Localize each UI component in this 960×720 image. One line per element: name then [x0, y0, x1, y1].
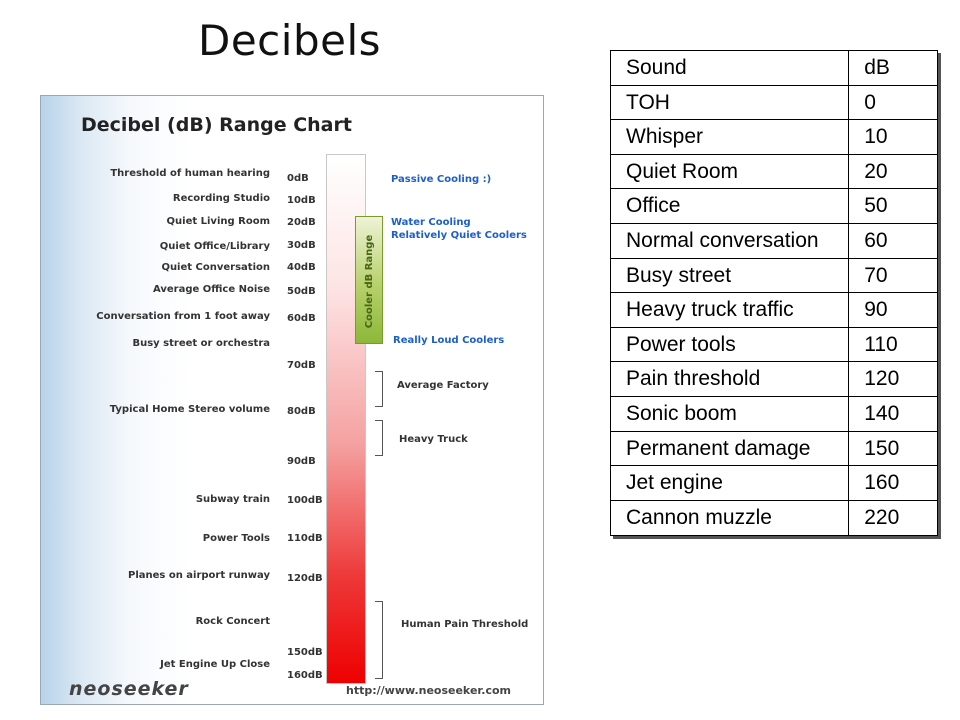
table-row: Sonic boom 140 — [609, 396, 938, 432]
db-label: 60dB — [287, 313, 316, 324]
db-cell: 90 — [848, 292, 938, 328]
sound-label: Conversation from 1 foot away — [96, 311, 270, 322]
db-label: 70dB — [287, 360, 316, 371]
chart-heading: Decibel (dB) Range Chart — [81, 114, 352, 136]
db-label: 0dB — [287, 173, 309, 184]
table-row: Power tools 110 — [609, 326, 938, 363]
sound-cell: TOH — [609, 84, 850, 121]
table-row: Jet engine 160 — [609, 465, 938, 501]
db-label: 160dB — [287, 670, 323, 681]
note-passive-cooling: Passive Cooling :) — [391, 174, 492, 185]
db-cell: 140 — [848, 396, 938, 432]
db-cell: 0 — [848, 84, 938, 121]
sound-cell: Normal conversation — [609, 223, 850, 259]
sound-label: Power Tools — [202, 533, 270, 544]
db-label: 10dB — [287, 195, 316, 206]
db-label: 100dB — [287, 495, 323, 506]
db-cell: 110 — [848, 326, 938, 363]
table-row: Normal conversation 60 — [609, 223, 938, 259]
db-label: 40dB — [287, 262, 316, 273]
pain-bracket — [375, 601, 383, 679]
table-row: Permanent damage 150 — [609, 430, 938, 467]
sound-cell: Office — [609, 188, 850, 225]
db-label: 80dB — [287, 406, 316, 417]
note-average-factory: Average Factory — [397, 380, 489, 391]
db-cell: 220 — [848, 499, 938, 536]
sound-cell: Permanent damage — [609, 430, 850, 467]
note-human-pain-threshold: Human Pain Threshold — [401, 619, 529, 630]
sound-cell: Power tools — [609, 326, 850, 363]
table-row: Cannon muzzle 220 — [609, 499, 938, 536]
db-cell: 60 — [848, 223, 938, 259]
sound-label: Rock Concert — [195, 616, 270, 627]
decibel-table: Sound dB TOH 0 Whisper 10 Quiet Room 20 Office… — [609, 50, 938, 536]
sound-cell: Cannon muzzle — [609, 499, 850, 536]
db-label: 30dB — [287, 240, 316, 251]
db-label: 150dB — [287, 647, 323, 658]
cooler-range-bar: Cooler dB Range — [355, 216, 383, 344]
table-row: Quiet Room 20 — [609, 153, 938, 190]
db-cell: 20 — [848, 153, 938, 190]
neoseeker-logo: neoseeker — [69, 678, 189, 700]
header-sound: Sound — [609, 50, 850, 86]
sound-label: Typical Home Stereo volume — [109, 404, 270, 415]
db-cell: 10 — [848, 119, 938, 155]
sound-label: Average Office Noise — [152, 284, 270, 295]
table-row: Heavy truck traffic 90 — [609, 292, 938, 328]
sound-cell: Jet engine — [609, 465, 850, 501]
db-label: 110dB — [287, 533, 323, 544]
sound-label: Busy street or orchestra — [132, 338, 270, 349]
sound-cell: Whisper — [609, 119, 850, 155]
db-label: 50dB — [287, 286, 316, 297]
source-url: http://www.neoseeker.com — [346, 684, 511, 697]
note-loud-coolers: Really Loud Coolers — [393, 335, 505, 346]
sound-cell: Sonic boom — [609, 396, 850, 432]
cooler-range-label: Cooler dB Range — [364, 234, 376, 328]
table-header-row: Sound dB — [609, 50, 938, 86]
table-row: Whisper 10 — [609, 119, 938, 155]
decibel-chart-image: Decibel (dB) Range Chart Cooler dB Range… — [40, 95, 544, 705]
sound-cell: Quiet Room — [609, 153, 850, 190]
table-row: Office 50 — [609, 188, 938, 225]
factory-bracket — [375, 371, 383, 407]
db-cell: 50 — [848, 188, 938, 225]
sound-cell: Busy street — [609, 257, 850, 294]
sound-label: Threshold of human hearing — [110, 168, 270, 179]
sound-cell: Heavy truck traffic — [609, 292, 850, 328]
sound-label: Quiet Living Room — [166, 216, 270, 227]
db-cell: 150 — [848, 430, 938, 467]
sound-label: Quiet Office/Library — [159, 241, 270, 252]
db-label: 90dB — [287, 456, 316, 467]
table-row: TOH 0 — [609, 84, 938, 121]
sound-cell: Pain threshold — [609, 361, 850, 398]
sound-label: Planes on airport runway — [127, 570, 270, 581]
truck-bracket — [375, 420, 383, 456]
note-heavy-truck: Heavy Truck — [399, 434, 468, 445]
db-label: 120dB — [287, 573, 323, 584]
note-water-cooling: Water Cooling — [391, 217, 471, 228]
sound-label: Recording Studio — [172, 193, 270, 204]
db-cell: 70 — [848, 257, 938, 294]
db-cell: 160 — [848, 465, 938, 501]
table-row: Busy street 70 — [609, 257, 938, 294]
db-label: 20dB — [287, 217, 316, 228]
sound-label: Subway train — [195, 494, 270, 505]
note-quiet-coolers: Relatively Quiet Coolers — [391, 230, 527, 241]
table-row: Pain threshold 120 — [609, 361, 938, 398]
sound-label: Jet Engine Up Close — [160, 659, 270, 670]
slide-title: Decibels — [198, 16, 381, 65]
db-cell: 120 — [848, 361, 938, 398]
sound-label: Quiet Conversation — [161, 262, 270, 273]
header-db: dB — [848, 50, 938, 86]
